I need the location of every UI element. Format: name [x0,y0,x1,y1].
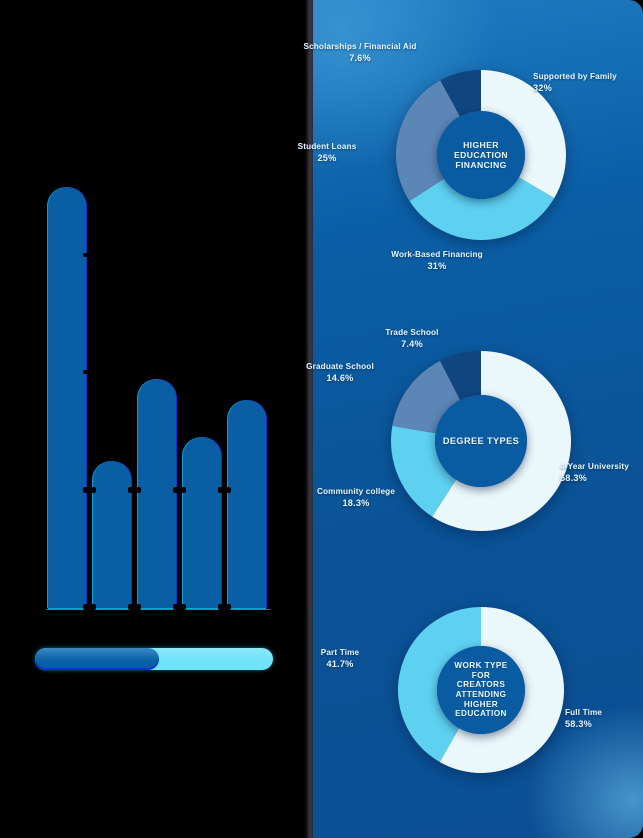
callout-label: Work-Based Financing [391,250,483,259]
callout-supported-by-family: Supported by Family 32% [533,72,617,95]
callout-value: 31% [427,261,447,272]
bar-4 [183,437,221,610]
slice-trade-school [440,351,481,401]
callout-value: 58.3% [565,719,593,730]
donut-center-degree-types: DEGREE TYPES [435,395,527,487]
bar-chart [0,0,305,838]
callout-community-college: Community college 18.3% [317,487,395,510]
axis-tick-6 [218,487,231,493]
callout-label: Trade School [385,328,439,337]
callout-label: 4-Year University [560,462,629,471]
donut-center-label: HIGHER EDUCATION FINANCING [454,140,508,170]
center-label-line: EDUCATION [455,709,507,719]
donut-center-label: DEGREE TYPES [443,436,519,447]
panel-divider [305,0,313,838]
slice-4-year-university [432,351,571,531]
progress-fill [35,648,159,670]
callout-label: Graduate School [306,362,374,371]
axis-tick-9 [173,604,186,610]
callout-label: Full Time [565,708,603,717]
slice-part-time [398,607,481,762]
donut-work-type [398,607,564,773]
center-label-line: ATTENDING [455,690,507,699]
axis-tick-7 [83,604,96,610]
axis-tick-3 [83,487,96,493]
axis-tick-10 [218,604,231,610]
axis-tick-1 [83,253,92,257]
slice-full-time [439,607,564,773]
callout-label: Community college [316,487,396,496]
bar-2 [93,461,131,610]
callout-label: Scholarships / Financial Aid [303,42,417,51]
callout-value: 32% [533,83,552,94]
callout-scholarships-financial-aid: Scholarships / Financial Aid 7.6% [303,42,416,65]
bar-5 [228,400,266,610]
callout-work-based-financing: Work-Based Financing 31% [391,250,483,273]
callout-graduate-school: Graduate School 14.6% [306,362,374,385]
callout-value: 18.3% [342,498,370,509]
callout-value: 41.7% [326,659,354,670]
callout-4-year-university: 4-Year University 58.3% [560,462,629,485]
center-label-line: HIGHER [463,699,499,709]
axis-tick-8 [128,604,141,610]
bar-1 [48,187,86,610]
center-label-line: DEGREE TYPES [442,435,520,446]
center-label-line: CREATORS [456,680,506,690]
left-panel [0,0,313,838]
donut-center-label: WORK TYPE FOR CREATORS ATTENDING HIGHER EDUCA… [454,661,507,719]
callout-value: 14.6% [326,373,354,384]
center-label-line: FINANCING [455,160,507,171]
callout-trade-school: Trade School 7.4% [385,328,438,351]
callout-value: 7.4% [401,339,423,350]
axis-tick-4 [128,487,141,493]
right-panel: HIGHER EDUCATION FINANCING Supported by Fam… [298,0,643,838]
slice-work-based-financing [409,177,555,240]
center-label-line: HIGHER [463,139,499,150]
axis-tick-2 [83,370,92,374]
callout-full-time: Full Time 58.3% [565,708,602,731]
split-progress-bar[interactable] [35,648,273,670]
donut-center-work-type: WORK TYPE FOR CREATORS ATTENDING HIGHER EDUCA… [437,646,525,734]
center-label-line: EDUCATION [453,149,509,160]
bar-3 [138,379,176,610]
callout-part-time: Part Time 41.7% [321,648,360,671]
callout-value: 58.3% [560,473,588,484]
donut-center-higher-education-financing: HIGHER EDUCATION FINANCING [437,111,525,199]
callout-student-loans: Student Loans 25% [298,142,357,165]
axis-tick-5 [173,487,186,493]
donut-higher-education-financing [396,70,566,240]
slice-graduate-school [392,360,461,434]
center-label-line: FOR [471,670,491,680]
callout-value: 7.6% [349,53,371,64]
slice-supported-by-family [481,70,566,199]
slice-student-loans [396,80,460,201]
callout-label: Student Loans [297,142,357,151]
callout-label: Part Time [320,648,360,657]
donut-degree-types [391,351,571,531]
center-label-line: WORK TYPE [454,660,508,670]
slice-community-college [391,425,457,517]
slice-scholarships-financial-aid [440,70,481,117]
callout-label: Supported by Family [533,72,617,81]
callout-value: 25% [317,153,337,164]
bar-chart-baseline [46,609,270,610]
